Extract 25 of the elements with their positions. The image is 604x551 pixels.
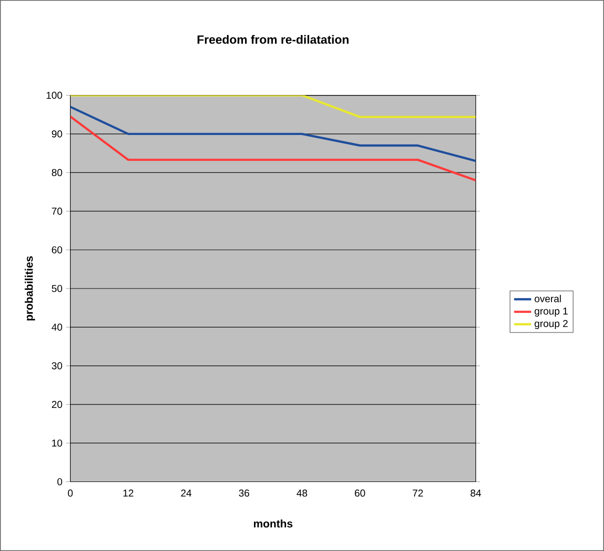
x-tick-label: 60 bbox=[354, 490, 366, 497]
y-tick-label: 80 bbox=[52, 169, 62, 176]
y-tick-label: 70 bbox=[52, 208, 62, 215]
y-tick-label: 40 bbox=[52, 324, 62, 331]
y-axis-title: probabilities bbox=[24, 256, 35, 320]
legend-label: group 2 bbox=[534, 320, 568, 330]
y-tick-label: 0 bbox=[57, 478, 62, 486]
y-tick-label: 60 bbox=[52, 246, 62, 254]
x-tick-label: 24 bbox=[181, 490, 192, 496]
y-tick-label: 20 bbox=[52, 400, 62, 408]
y-tick-label: 30 bbox=[52, 362, 62, 370]
legend-label: overal bbox=[534, 294, 561, 302]
x-axis-title: months bbox=[254, 519, 292, 528]
x-tick-label: 36 bbox=[238, 490, 250, 497]
x-tick-label: 72 bbox=[412, 490, 423, 496]
legend-label: group 1 bbox=[534, 308, 568, 317]
chart-title: Freedom from re-dilatation bbox=[198, 34, 349, 44]
y-tick-label: 100 bbox=[46, 92, 62, 99]
y-tick-label: 50 bbox=[52, 284, 62, 292]
y-tick-label: 90 bbox=[52, 130, 62, 138]
x-tick-label: 48 bbox=[296, 490, 308, 497]
x-tick-label: 12 bbox=[123, 490, 134, 496]
x-tick-label: 84 bbox=[470, 490, 482, 497]
y-tick-label: 10 bbox=[52, 440, 62, 447]
x-tick-label: 0 bbox=[68, 490, 73, 497]
